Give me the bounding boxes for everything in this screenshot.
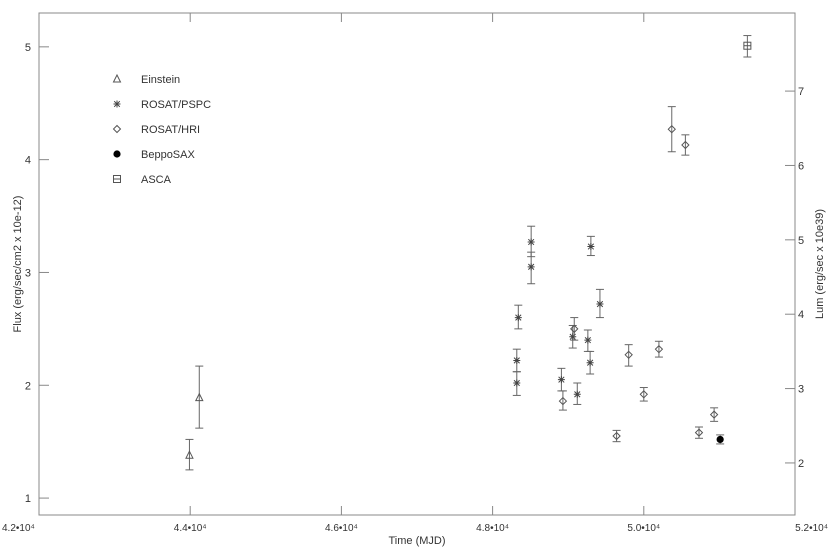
- data-point: [612, 429, 621, 443]
- asterisk-marker: [569, 333, 577, 341]
- data-point: [583, 329, 592, 352]
- data-marks: [185, 35, 752, 471]
- y-axis-label: Flux (erg/sec/cm2 x 10e-12): [12, 196, 24, 333]
- legend-label: ROSAT/HRI: [141, 124, 200, 136]
- y-tick-label: 2: [25, 380, 31, 392]
- legend-item: ASCA: [113, 174, 172, 186]
- y-tick-label: 1: [25, 493, 31, 505]
- data-point: [570, 317, 579, 341]
- data-point: [185, 438, 194, 471]
- y2-tick-label: 5: [798, 235, 804, 247]
- y-tick-label: 5: [25, 42, 31, 54]
- diamond-marker: [667, 124, 676, 134]
- legend-item: BeppoSAX: [113, 149, 195, 161]
- y2-tick-label: 4: [798, 309, 804, 321]
- data-point: [716, 434, 725, 445]
- data-point: [512, 348, 521, 373]
- diamond-marker: [681, 140, 690, 150]
- legend-item: ROSAT/PSPC: [113, 99, 211, 111]
- x-axis-ticks: 4.2•10⁴ 4.4•10⁴ 4.6•10⁴ 4.8•10⁴ 5.0•10⁴ 5.2•1…: [2, 13, 828, 534]
- x-tick-label: 4.8•10⁴: [476, 523, 509, 534]
- data-point: [558, 390, 568, 411]
- data-point: [568, 324, 577, 349]
- data-point: [512, 371, 521, 396]
- x-tick-label: 5.2•10⁴: [795, 523, 828, 534]
- data-point: [667, 106, 676, 153]
- data-point: [681, 134, 690, 156]
- diamond-marker: [558, 396, 568, 406]
- asterisk-marker: [527, 263, 535, 271]
- legend-item: ROSAT/HRI: [112, 124, 200, 136]
- diamond-marker: [709, 410, 719, 419]
- y-axis-ticks: 1 2 3 4 5: [25, 42, 49, 505]
- x-axis-label: Time (MJD): [388, 535, 445, 547]
- y2-tick-label: 6: [798, 160, 804, 172]
- data-point: [514, 304, 523, 330]
- data-point: [694, 426, 704, 439]
- filled-circle-marker: [113, 150, 121, 158]
- plot-frame: [38, 12, 796, 516]
- legend-label: BeppoSAX: [141, 149, 195, 161]
- data-point: [743, 35, 752, 58]
- asterisk-marker: [514, 314, 522, 322]
- legend: Einstein ROSAT/PSPC ROSAT/HRI BeppoSAX ASCA: [112, 73, 211, 186]
- data-point: [586, 350, 595, 375]
- data-point: [586, 235, 595, 257]
- diamond-marker: [654, 344, 664, 354]
- x-tick-label: 4.2•10⁴: [2, 523, 35, 534]
- x-tick-label: 4.6•10⁴: [325, 523, 358, 534]
- data-point: [709, 407, 719, 422]
- y2-axis-label: Lum (erg/sec x 10e39): [814, 209, 826, 319]
- legend-label: ROSAT/PSPC: [141, 99, 211, 111]
- x-tick-label: 5.0•10⁴: [627, 523, 660, 534]
- diamond-marker: [570, 324, 579, 334]
- x-tick-label: 4.4•10⁴: [174, 523, 207, 534]
- asterisk-marker: [113, 100, 121, 108]
- data-point: [527, 251, 536, 285]
- triangle-marker: [185, 450, 194, 459]
- y-tick-label: 4: [25, 155, 31, 167]
- legend-label: Einstein: [141, 74, 180, 86]
- asterisk-marker: [586, 359, 594, 367]
- y2-tick-label: 3: [798, 384, 804, 396]
- data-point: [557, 367, 566, 392]
- data-point: [654, 340, 664, 358]
- y2-axis-ticks: 2 3 4 5 6 7: [785, 86, 804, 470]
- diamond-marker: [612, 431, 621, 441]
- asterisk-marker: [573, 390, 581, 398]
- data-point: [194, 365, 204, 429]
- legend-label: ASCA: [141, 174, 172, 186]
- diamond-marker: [112, 124, 122, 134]
- diamond-marker: [624, 350, 633, 360]
- asterisk-marker: [584, 336, 592, 344]
- y-tick-label: 3: [25, 267, 31, 279]
- y2-tick-label: 7: [798, 86, 804, 98]
- y2-tick-label: 2: [798, 458, 804, 470]
- asterisk-marker: [557, 376, 565, 384]
- data-point: [639, 387, 649, 402]
- asterisk-marker: [513, 356, 521, 364]
- diamond-marker: [694, 428, 704, 437]
- diamond-marker: [639, 390, 649, 399]
- triangle-marker: [194, 392, 204, 402]
- asterisk-marker: [596, 300, 604, 308]
- data-point: [624, 344, 633, 367]
- data-point: [595, 288, 604, 319]
- legend-item: Einstein: [112, 73, 180, 86]
- triangle-marker: [112, 73, 122, 83]
- asterisk-marker: [513, 379, 521, 387]
- data-point: [573, 382, 582, 405]
- filled-circle-marker: [716, 435, 724, 444]
- asterisk-marker: [587, 243, 595, 251]
- asterisk-marker: [527, 238, 535, 246]
